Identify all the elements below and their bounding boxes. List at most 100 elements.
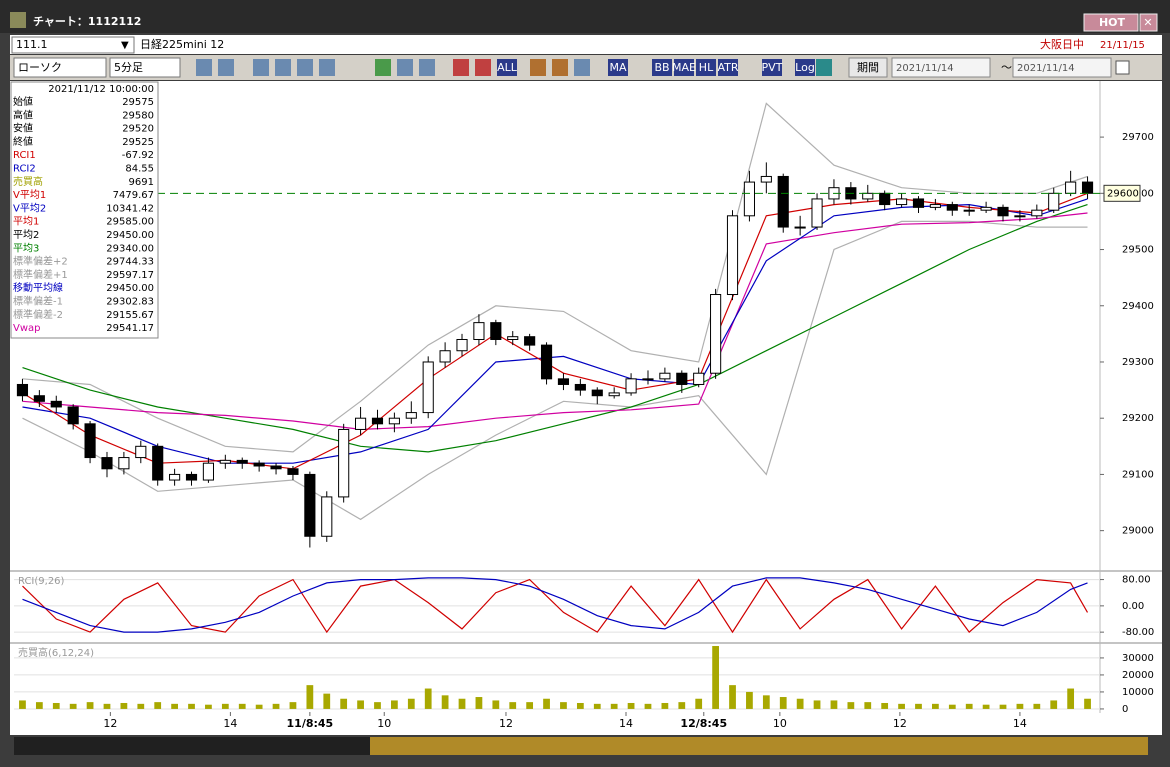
- tool-icon[interactable]: [297, 59, 313, 76]
- info-label: 平均2: [13, 229, 39, 241]
- tool-button[interactable]: [696, 59, 716, 76]
- from-date[interactable]: [891, 57, 991, 78]
- volume-bar: [661, 702, 669, 709]
- tool-icon[interactable]: [419, 59, 435, 76]
- candle-body: [101, 457, 113, 470]
- tool-button[interactable]: [795, 59, 815, 76]
- y-tick-label: 0: [1122, 704, 1128, 715]
- volume-bar: [323, 693, 331, 709]
- volume-bar: [593, 703, 601, 709]
- volume-bar: [154, 702, 162, 709]
- tool-icon[interactable]: [375, 59, 391, 76]
- interval-select[interactable]: [109, 57, 181, 78]
- volume-bar: [898, 703, 905, 709]
- y-tick-label: 80.00: [1122, 575, 1151, 586]
- info-label: 標準偏差-1: [13, 295, 63, 308]
- info-value: 7479.67: [113, 190, 154, 201]
- tool-icon[interactable]: [319, 59, 335, 76]
- tool-button[interactable]: [674, 59, 694, 76]
- volume-bar: [35, 702, 43, 709]
- tool-icon[interactable]: [816, 59, 832, 76]
- candle-body: [642, 378, 654, 381]
- close-button[interactable]: [1139, 13, 1158, 32]
- candle-body: [371, 417, 384, 425]
- candle-body: [1048, 192, 1060, 211]
- y-tick-label: 30000: [1122, 653, 1154, 664]
- candle-body: [287, 468, 299, 475]
- from-text: 2021/11/14: [896, 63, 954, 74]
- y-tick-label: 29700: [1122, 132, 1154, 143]
- scroll-thumb[interactable]: [370, 737, 1148, 755]
- candle-body: [659, 372, 671, 380]
- candle-body: [557, 378, 570, 385]
- x-tick-label: 12: [103, 717, 117, 730]
- tool-icon[interactable]: [218, 59, 234, 76]
- info-value: 29525: [122, 137, 154, 148]
- series-line: [22, 220, 1088, 521]
- info-value: 29155.67: [106, 310, 154, 321]
- info-label: RCI1: [13, 150, 36, 161]
- x-tick-label: 14: [1013, 717, 1027, 730]
- info-value: 10341.42: [106, 203, 154, 214]
- info-label: 平均3: [13, 242, 39, 254]
- candle-body: [574, 383, 586, 391]
- candle-body: [219, 459, 231, 464]
- candle-body: [693, 372, 705, 385]
- volume-bar: [221, 703, 229, 709]
- tool-button[interactable]: [718, 59, 738, 76]
- volume-bar: [171, 703, 178, 709]
- tool-icon[interactable]: [475, 59, 491, 76]
- tool-button[interactable]: [497, 59, 517, 76]
- candle-body: [862, 192, 874, 200]
- info-box: [10, 81, 159, 339]
- candle-body: [524, 336, 536, 346]
- hot-button[interactable]: [1083, 13, 1139, 32]
- tool-button[interactable]: [652, 59, 672, 76]
- tool-icon[interactable]: [196, 59, 212, 76]
- volume-bar: [779, 697, 787, 709]
- title-bar: [0, 0, 1170, 33]
- candle-body: [540, 344, 553, 380]
- volume-bar: [374, 702, 381, 709]
- candle-body: [253, 462, 265, 467]
- x-tick-label: 11/8:45: [287, 717, 334, 730]
- candle-body: [473, 322, 485, 340]
- tool-icon[interactable]: [253, 59, 269, 76]
- scroll-left[interactable]: [14, 737, 370, 755]
- code-select[interactable]: [11, 36, 135, 54]
- candle-body: [84, 423, 96, 459]
- tool-button[interactable]: [608, 59, 628, 76]
- x-tick-label: 12: [893, 717, 907, 730]
- tool-icon[interactable]: [453, 59, 469, 76]
- candle-body: [152, 445, 164, 481]
- tool-icon[interactable]: [552, 59, 568, 76]
- to-date[interactable]: [1012, 57, 1112, 78]
- tool-icon[interactable]: [574, 59, 590, 76]
- kind-select[interactable]: [13, 57, 107, 78]
- tool-icon[interactable]: [530, 59, 546, 76]
- volume-bar: [103, 703, 111, 709]
- checkbox[interactable]: [1115, 60, 1130, 75]
- volume-bar: [509, 702, 517, 709]
- volume-bar: [915, 703, 922, 709]
- series-line: [22, 102, 1088, 453]
- volume-bar: [272, 703, 280, 709]
- candle-body: [67, 406, 79, 425]
- tool-icon[interactable]: [275, 59, 291, 76]
- info-label: Vwap: [13, 323, 41, 334]
- info-label: 標準偏差-2: [13, 308, 63, 321]
- info-value: 29302.83: [106, 297, 154, 308]
- info-label: 高値: [13, 108, 33, 121]
- tool-icon[interactable]: [397, 59, 413, 76]
- period-button[interactable]: [848, 57, 888, 78]
- info-value: 29450.00: [106, 283, 154, 294]
- tool-button[interactable]: [762, 59, 782, 76]
- y-tick-label: 29300: [1122, 357, 1154, 368]
- info-value: 29575: [122, 97, 154, 108]
- candle-body: [1065, 181, 1077, 194]
- x-tick-label: 10: [377, 717, 391, 730]
- info-label: RCI2: [13, 164, 36, 175]
- candle-body: [185, 473, 198, 481]
- candle-body: [879, 192, 891, 206]
- info-label: 移動平均線: [13, 281, 63, 294]
